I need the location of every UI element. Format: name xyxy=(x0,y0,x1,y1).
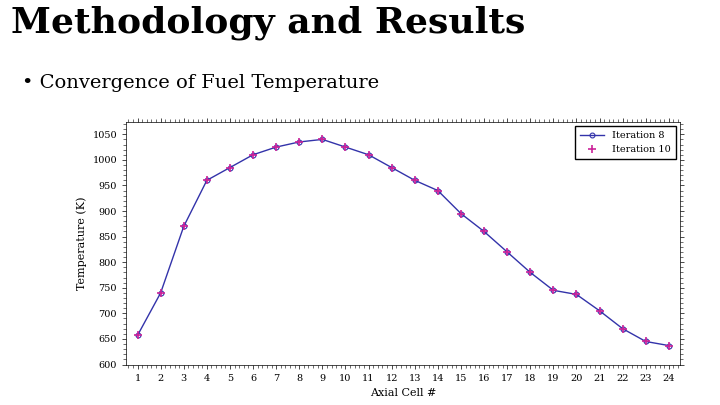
Iteration 8 xyxy=(618,326,627,331)
Iteration 10 xyxy=(410,178,419,183)
Y-axis label: Temperature (K): Temperature (K) xyxy=(76,196,87,290)
Iteration 8 xyxy=(410,178,419,183)
Iteration 8 xyxy=(133,333,142,338)
Iteration 8 xyxy=(456,211,465,216)
Iteration 8 xyxy=(480,229,488,234)
Iteration 10 xyxy=(642,339,650,344)
Iteration 10 xyxy=(572,292,581,297)
Iteration 10 xyxy=(665,343,673,348)
Iteration 8 xyxy=(295,140,304,145)
Iteration 10 xyxy=(133,333,142,338)
Iteration 8 xyxy=(248,152,257,157)
Iteration 10 xyxy=(179,224,188,229)
Iteration 8 xyxy=(202,178,211,183)
Iteration 10 xyxy=(248,152,257,157)
Iteration 10 xyxy=(318,137,327,142)
Text: Methodology and Results: Methodology and Results xyxy=(11,6,525,40)
Iteration 8 xyxy=(549,288,558,293)
Iteration 8 xyxy=(595,308,604,313)
Iteration 10 xyxy=(549,288,558,293)
Iteration 8 xyxy=(364,152,373,157)
Iteration 8 xyxy=(341,145,350,149)
Iteration 10 xyxy=(225,165,234,170)
Iteration 8 xyxy=(272,145,281,149)
Iteration 8 xyxy=(318,137,327,142)
Iteration 8 xyxy=(225,165,234,170)
Iteration 8 xyxy=(156,290,165,295)
Iteration 8 xyxy=(642,339,650,344)
Iteration 10 xyxy=(387,165,396,170)
Iteration 10 xyxy=(156,290,165,295)
Iteration 10 xyxy=(595,308,604,313)
Iteration 10 xyxy=(202,178,211,183)
Legend: Iteration 8, Iteration 10: Iteration 8, Iteration 10 xyxy=(575,126,675,159)
Iteration 8 xyxy=(503,249,511,254)
Iteration 10 xyxy=(433,188,442,193)
Iteration 8 xyxy=(179,224,188,229)
Line: Iteration 8: Iteration 8 xyxy=(135,137,671,348)
Text: • Convergence of Fuel Temperature: • Convergence of Fuel Temperature xyxy=(22,74,379,92)
Iteration 10 xyxy=(526,270,534,275)
Iteration 10 xyxy=(480,229,488,234)
Iteration 10 xyxy=(503,249,511,254)
Iteration 10 xyxy=(272,145,281,149)
Iteration 8 xyxy=(665,343,673,348)
X-axis label: Axial Cell #: Axial Cell # xyxy=(370,388,436,398)
Iteration 8 xyxy=(387,165,396,170)
Line: Iteration 10: Iteration 10 xyxy=(134,136,672,350)
Iteration 10 xyxy=(341,145,350,149)
Iteration 8 xyxy=(526,270,534,275)
Iteration 8 xyxy=(572,292,581,297)
Iteration 10 xyxy=(456,211,465,216)
Iteration 10 xyxy=(364,152,373,157)
Iteration 10 xyxy=(618,326,627,331)
Iteration 10 xyxy=(295,140,304,145)
Iteration 8 xyxy=(433,188,442,193)
